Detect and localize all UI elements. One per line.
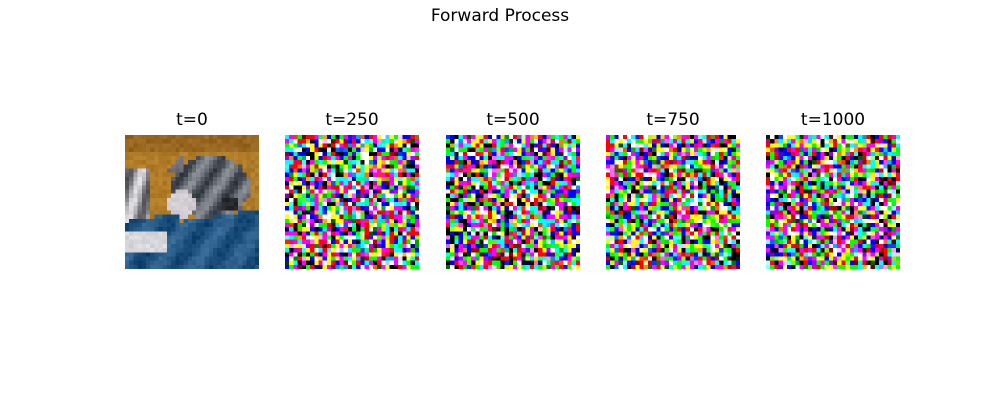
panel-title: t=1000	[800, 110, 866, 130]
panel-title: t=500	[486, 110, 540, 130]
panel-title: t=250	[325, 110, 379, 130]
panel-title: t=750	[646, 110, 700, 130]
panel-t750: t=750	[606, 109, 740, 269]
cat-image	[125, 135, 259, 269]
panel-t0: t=0	[125, 109, 259, 269]
noise-image	[766, 135, 900, 269]
figure-title: Forward Process	[430, 6, 570, 26]
panel-title: t=0	[176, 110, 208, 130]
panel-t500: t=500	[446, 109, 580, 269]
noise-image	[446, 135, 580, 269]
panel-t250: t=250	[285, 109, 419, 269]
panel-t1000: t=1000	[766, 109, 900, 269]
noise-image	[606, 135, 740, 269]
noise-image	[285, 135, 419, 269]
